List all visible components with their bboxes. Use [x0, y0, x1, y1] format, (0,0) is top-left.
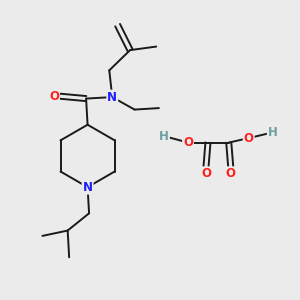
- Text: O: O: [183, 136, 193, 149]
- Text: N: N: [82, 181, 93, 194]
- Text: O: O: [49, 90, 59, 103]
- Text: N: N: [107, 91, 117, 103]
- Text: O: O: [244, 132, 254, 145]
- Text: H: H: [159, 130, 169, 142]
- Text: O: O: [226, 167, 236, 180]
- Text: O: O: [201, 167, 211, 180]
- Text: H: H: [268, 126, 278, 139]
